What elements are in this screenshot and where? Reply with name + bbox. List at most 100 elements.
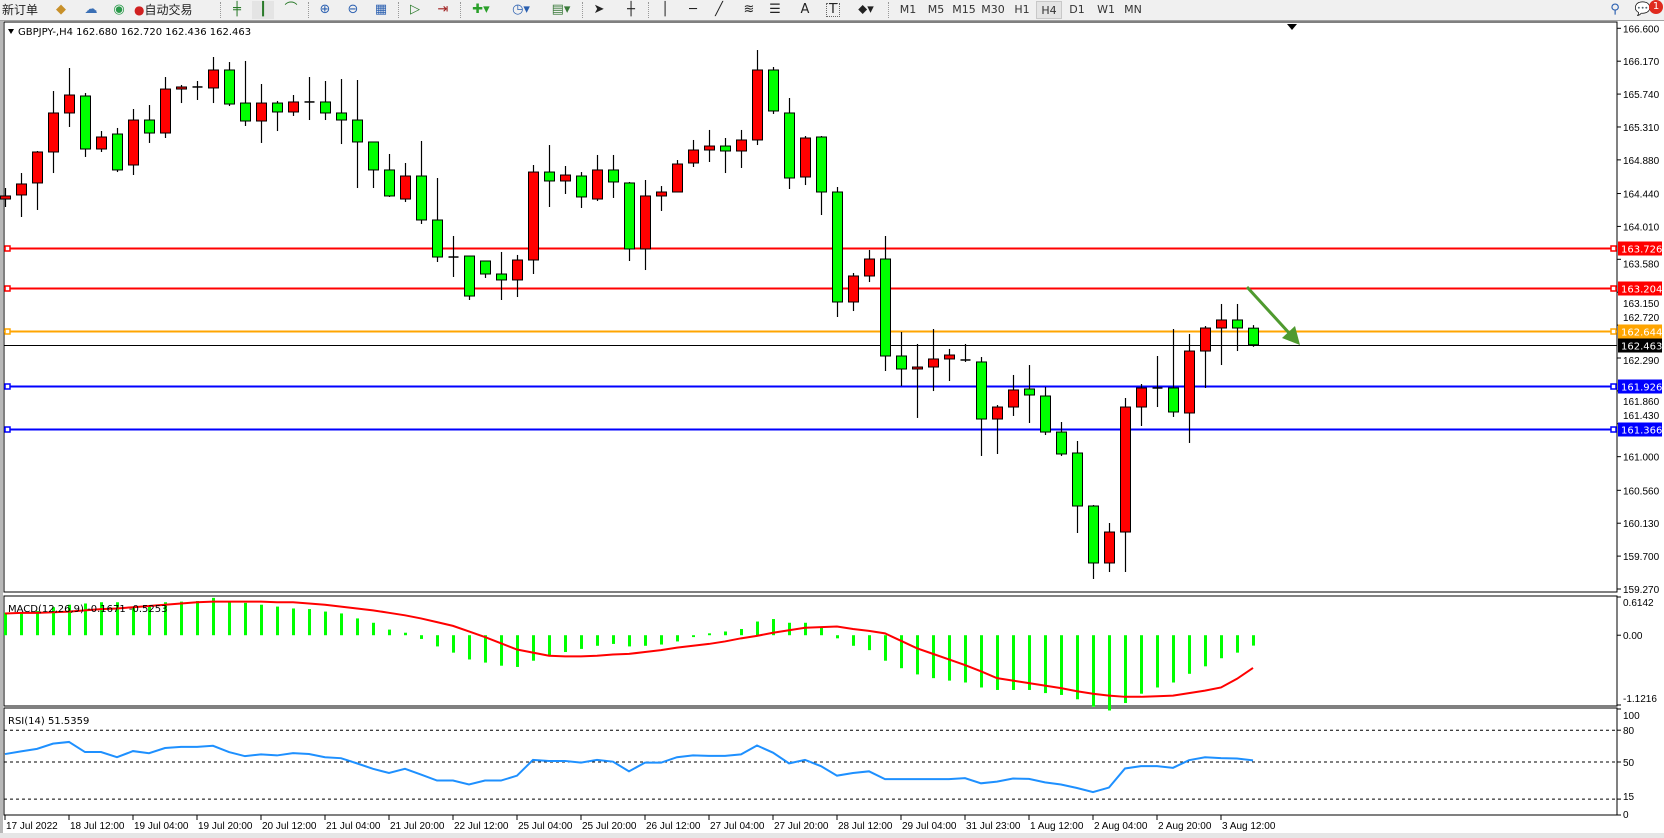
candle-body — [832, 191, 843, 303]
candle — [896, 331, 907, 386]
candle — [816, 136, 827, 216]
arrows-icon[interactable]: ⬥▾ — [858, 2, 874, 17]
macd-histogram-bar — [1028, 635, 1031, 690]
level-handle-right — [1610, 245, 1617, 252]
fibonacci-fan-icon[interactable]: ☰ — [769, 2, 781, 17]
macd-panel[interactable] — [3, 595, 1618, 707]
candle-body — [1040, 395, 1051, 433]
chart-window[interactable]: 166.600 166.170 165.740 165.310 164.880 164.4… — [0, 21, 1664, 833]
timeframe-m5[interactable]: M5 — [927, 3, 945, 16]
macd-histogram-bar — [228, 600, 231, 636]
candle-body — [704, 145, 715, 151]
candle-body — [1232, 319, 1243, 329]
level-handle-left — [4, 383, 11, 390]
autoscroll-icon[interactable]: ▷ — [410, 2, 420, 17]
candle — [496, 251, 507, 301]
candle-body — [32, 151, 43, 184]
tile-windows-icon[interactable]: ▦ — [374, 2, 388, 17]
new-order-button[interactable]: 新订单 — [2, 1, 38, 19]
periods-icon[interactable]: ◷▾ — [512, 2, 530, 17]
search-icon[interactable]: ⚲ — [1610, 2, 1620, 17]
macd-histogram-bar — [372, 622, 375, 636]
bar-chart-icon[interactable]: ╪ — [233, 2, 241, 17]
candle — [1104, 522, 1115, 573]
time-tick-label: 31 Jul 23:00 — [966, 821, 1021, 832]
rsi-line — [4, 740, 1254, 794]
macd-histogram-bar — [468, 635, 471, 660]
candle-body — [416, 175, 427, 221]
macd-histogram-bar — [20, 612, 23, 636]
auto-trading-button[interactable]: ●自动交易 — [134, 1, 216, 19]
candle — [656, 186, 667, 211]
macd-histogram-bar — [1044, 635, 1047, 694]
rsi-tick-label: 0 — [1623, 810, 1629, 821]
price-tick-label: 164.440 — [1623, 190, 1660, 201]
timeframe-m1[interactable]: M1 — [899, 3, 917, 16]
macd-histogram-bar — [180, 601, 183, 636]
chart-shift-marker[interactable] — [1287, 24, 1297, 30]
macd-histogram-bar — [676, 635, 679, 642]
candle-body — [1088, 505, 1099, 564]
level-price-tag — [1618, 338, 1662, 353]
zoom-out-icon[interactable]: ⊖ — [347, 2, 359, 17]
notifications-icon[interactable]: 💬 — [1634, 2, 1652, 17]
indicators-icon[interactable]: ✚▾ — [472, 2, 490, 17]
macd-tick-label: -1.1216 — [1623, 694, 1657, 705]
macd-histogram-bar — [916, 635, 919, 675]
timeframe-m15[interactable]: M15 — [952, 3, 976, 16]
candle-body — [1072, 452, 1083, 507]
trendline-icon[interactable]: ╱ — [715, 2, 723, 17]
vertical-line-icon[interactable]: │ — [661, 2, 669, 17]
line-chart-icon[interactable]: ⌒ — [284, 2, 298, 17]
macd-histogram-bar — [84, 603, 87, 636]
candle — [1232, 303, 1243, 352]
symbol-menu-triangle-icon[interactable] — [8, 29, 14, 34]
timeframe-w1[interactable]: W1 — [1097, 3, 1115, 16]
level-handle-left — [4, 285, 11, 292]
candle-body — [752, 69, 763, 141]
macd-histogram-bar — [1124, 635, 1127, 704]
candle — [864, 249, 875, 283]
auto-trading-label: 自动交易 — [144, 3, 193, 17]
main-price-panel[interactable] — [3, 21, 1618, 593]
candle-body — [848, 275, 859, 303]
candle — [512, 254, 523, 298]
candle-body — [592, 169, 603, 200]
candle — [128, 109, 139, 176]
candlestick-icon[interactable]: ┃ — [252, 1, 274, 19]
cloud-signals-icon[interactable]: ☁ — [84, 2, 98, 17]
down-arrow-annotation[interactable] — [1245, 285, 1300, 345]
horizontal-line-icon[interactable]: ─ — [689, 2, 697, 17]
candle — [544, 145, 555, 207]
timeframe-mn[interactable]: MN — [1124, 3, 1142, 16]
time-tick-label: 29 Jul 04:00 — [902, 821, 957, 832]
market-watch-icon[interactable]: ◉ — [113, 2, 125, 17]
candle-body — [144, 119, 155, 134]
arrow-shaft — [1245, 285, 1292, 336]
timeframe-d1[interactable]: D1 — [1069, 3, 1085, 16]
text-icon[interactable]: A — [794, 1, 816, 19]
crosshair-icon[interactable]: ┼ — [627, 2, 635, 17]
fibonacci-icon[interactable]: ≋ — [743, 2, 755, 17]
templates-icon[interactable]: ▤▾ — [551, 2, 571, 17]
candle-body — [112, 133, 123, 171]
toolbar-separator — [398, 2, 400, 18]
timeframe-m30[interactable]: M30 — [981, 3, 1005, 16]
candle — [1248, 325, 1259, 347]
chart-shift-icon[interactable]: ⇥ — [437, 2, 449, 17]
macd-histogram-bar — [548, 635, 551, 656]
cursor-icon[interactable]: ➤ — [593, 2, 605, 17]
candle — [976, 356, 987, 456]
gold-icon[interactable]: ◆ — [56, 2, 66, 17]
zoom-in-icon[interactable]: ⊕ — [319, 2, 331, 17]
price-tick-label: 166.600 — [1623, 24, 1660, 35]
candle-body — [816, 136, 827, 193]
candle-body — [1024, 388, 1035, 396]
candle-body — [96, 136, 107, 150]
text-label-icon[interactable]: T — [826, 3, 840, 17]
timeframe-h1[interactable]: H1 — [1014, 3, 1030, 16]
timeframe-h4[interactable]: H4 — [1036, 1, 1062, 19]
candle — [1168, 328, 1179, 417]
macd-histogram-bar — [708, 633, 711, 636]
macd-histogram-bar — [948, 635, 951, 681]
